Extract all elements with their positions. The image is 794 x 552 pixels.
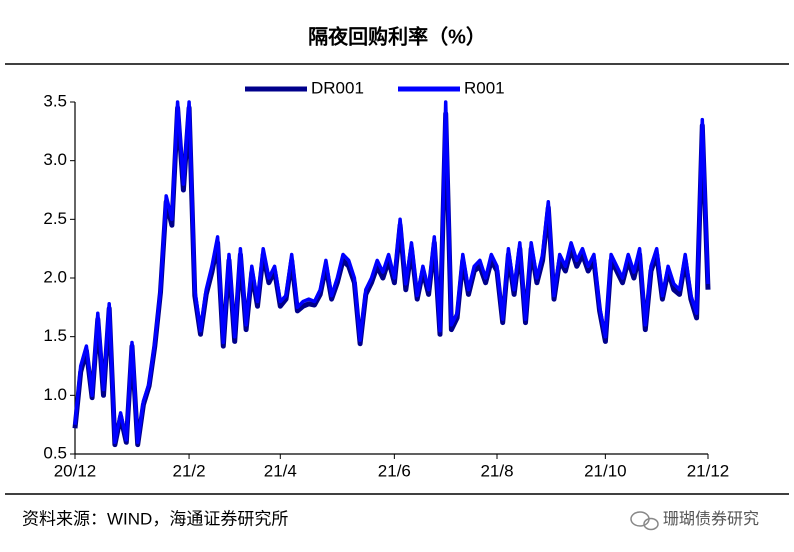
y-tick-label: 1.0 <box>43 385 67 404</box>
y-tick-label: 3.0 <box>43 150 67 169</box>
x-tick-label: 21/2 <box>173 461 206 480</box>
legend-label: R001 <box>464 78 505 97</box>
watermark: 珊瑚债券研究 <box>663 510 759 528</box>
series-line <box>73 100 710 445</box>
x-tick-label: 21/8 <box>480 461 513 480</box>
y-tick-label: 3.5 <box>43 91 67 110</box>
x-tick-label: 20/12 <box>54 461 97 480</box>
y-tick-label: 2.0 <box>43 267 67 286</box>
x-tick-label: 21/10 <box>584 461 627 480</box>
series-line <box>72 105 711 448</box>
legend-label: DR001 <box>311 78 364 97</box>
x-tick-label: 21/6 <box>378 461 411 480</box>
y-tick-label: 2.5 <box>43 209 67 228</box>
chart-title: 隔夜回购利率（%） <box>308 24 486 48</box>
source-note: 资料来源：WIND，海通证券研究所 <box>22 509 288 528</box>
y-tick-label: 1.5 <box>43 326 67 345</box>
x-tick-label: 21/12 <box>687 461 730 480</box>
x-tick-label: 21/4 <box>264 461 297 480</box>
y-tick-label: 0.5 <box>43 443 67 462</box>
watermark-icon <box>630 511 659 531</box>
